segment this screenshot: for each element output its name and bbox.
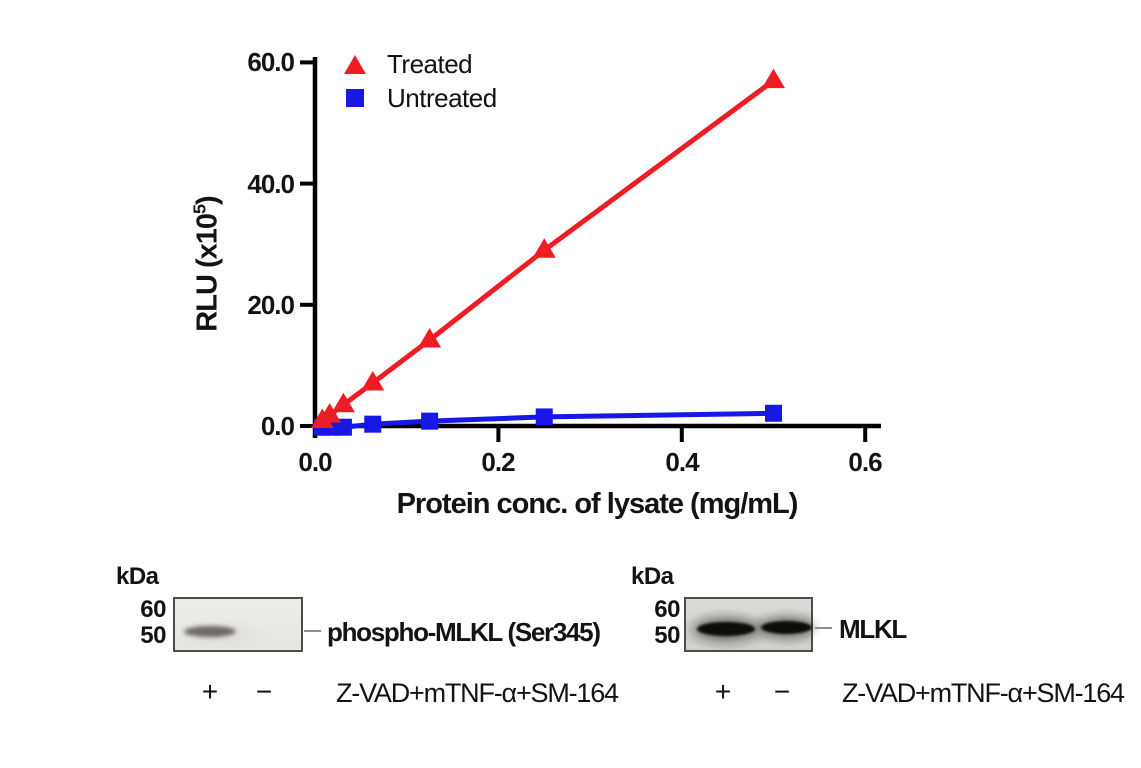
- lane-minus-left: −: [255, 676, 273, 707]
- blot-panel-phospho-mlkl: [173, 597, 303, 652]
- legend-item-untreated: Untreated: [343, 82, 497, 113]
- xtick-label-0.4: 0.4: [665, 447, 699, 477]
- band-mlkl-minus-lane: [761, 621, 812, 634]
- y-axis-title-close: ): [191, 196, 224, 205]
- xtick-label-0.0: 0.0: [298, 447, 332, 477]
- square-marker-icon: [343, 86, 367, 110]
- lane-plus-right: +: [714, 676, 732, 707]
- triangle-point-icon: [418, 327, 442, 348]
- y-axis-title: RLU (x105): [190, 196, 225, 331]
- triangle-point-icon: [361, 370, 385, 391]
- triangle-point-icon: [331, 392, 355, 413]
- kda-unit-label-right: kDa: [631, 563, 674, 590]
- square-point-icon: [535, 408, 553, 426]
- legend-item-treated: Treated: [343, 48, 473, 79]
- ytick-label-20: 20.0: [247, 290, 295, 320]
- mw-marker-50-right: 50: [654, 622, 680, 649]
- ytick-label-60: 60.0: [247, 47, 295, 77]
- mw-marker-50-left: 50: [140, 622, 166, 649]
- triangle-point-icon: [762, 68, 785, 89]
- triangle-point-icon: [318, 403, 342, 423]
- blot-panel-mlkl: [684, 597, 813, 652]
- y-axis-title-sup: 5: [189, 204, 210, 214]
- ytick-label-0: 0.0: [260, 411, 295, 441]
- blot-target-label-left: phospho-MLKL (Ser345): [327, 617, 601, 647]
- y-axis-title-base: RLU (x10: [191, 213, 224, 332]
- legend-label-treated: Treated: [387, 48, 473, 79]
- mw-marker-60-left: 60: [140, 596, 166, 623]
- band-phospho-mlkl-plus-lane: [184, 626, 236, 637]
- legend-label-untreated: Untreated: [387, 82, 497, 113]
- square-point-icon: [421, 412, 439, 430]
- treatment-label-left: Z-VAD+mTNF-α+SM-164: [336, 678, 619, 708]
- lane-plus-left: +: [201, 676, 219, 707]
- square-point-icon: [765, 404, 782, 422]
- xtick-label-0.6: 0.6: [848, 447, 882, 477]
- xtick-label-0.2: 0.2: [481, 447, 515, 477]
- treatment-label-right: Z-VAD+mTNF-α+SM-164: [842, 678, 1125, 708]
- lane-minus-right: −: [773, 676, 791, 707]
- triangle-marker-icon: [343, 52, 367, 76]
- square-point-icon: [334, 418, 352, 436]
- band-pointer-line-right: [815, 627, 832, 629]
- blot-target-label-right: MLKL: [839, 614, 907, 644]
- band-mlkl-plus-lane: [697, 622, 755, 636]
- triangle-point-icon: [532, 238, 556, 258]
- square-point-icon: [364, 415, 382, 433]
- mw-marker-60-right: 60: [654, 596, 680, 623]
- kda-unit-label-left: kDa: [116, 563, 159, 590]
- plot-svg: [300, 57, 881, 442]
- ytick-label-40: 40.0: [247, 169, 295, 199]
- x-axis-title: Protein conc. of lysate (mg/mL): [396, 488, 799, 520]
- band-pointer-line-left: [304, 630, 321, 632]
